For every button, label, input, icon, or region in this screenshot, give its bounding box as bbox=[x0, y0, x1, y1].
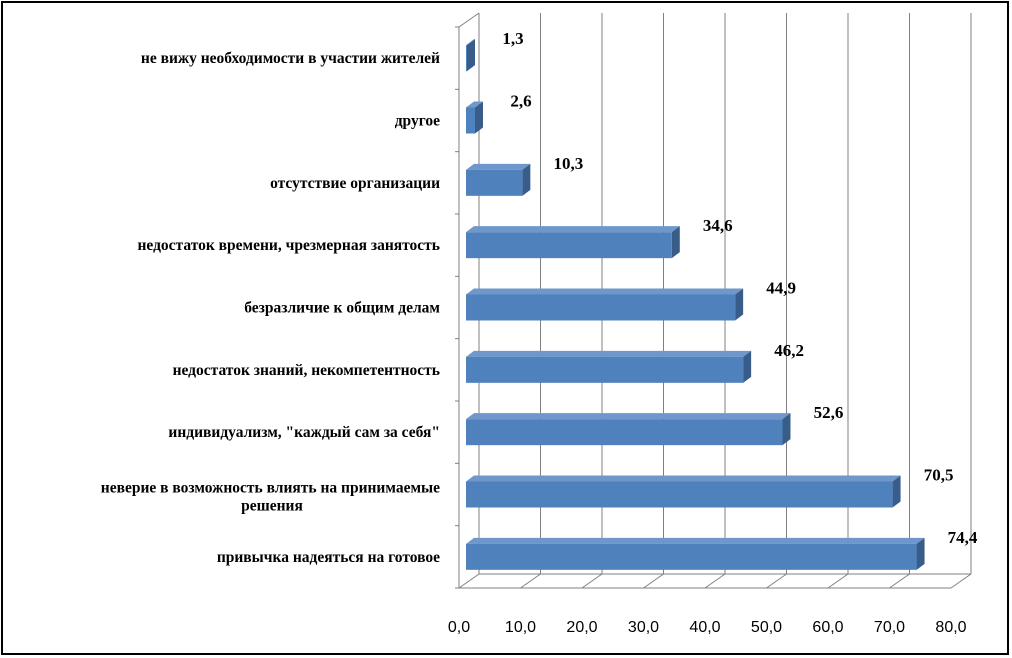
bar-top bbox=[466, 163, 531, 170]
x-tick-label: 0,0 bbox=[448, 619, 470, 636]
bar-top bbox=[466, 39, 475, 46]
bar-end bbox=[671, 226, 680, 259]
category-label: неверие в возможность влиять на принимае… bbox=[101, 480, 440, 497]
bar-end bbox=[466, 39, 475, 72]
floor-gridline bbox=[458, 573, 480, 589]
floor-gridline bbox=[704, 573, 726, 589]
bar bbox=[466, 481, 893, 508]
bar-top bbox=[466, 226, 680, 233]
bar-end bbox=[474, 101, 483, 134]
bar-end bbox=[522, 163, 531, 196]
bar-top bbox=[466, 101, 483, 108]
category-label: недостаток времени, чрезмерная занятость bbox=[137, 237, 440, 254]
side-wall-top bbox=[458, 12, 480, 28]
bar bbox=[466, 356, 744, 383]
x-tick-label: 80,0 bbox=[935, 619, 966, 636]
category-label: отсутствие организации bbox=[270, 175, 440, 192]
bar bbox=[466, 107, 475, 134]
x-tick-label: 40,0 bbox=[689, 619, 720, 636]
bar-end bbox=[892, 475, 901, 508]
category-label: не вижу необходимости в участии жителей bbox=[141, 50, 440, 67]
floor-gridline bbox=[827, 573, 849, 589]
bar bbox=[466, 419, 783, 446]
bar-top bbox=[466, 413, 791, 420]
floor-gridline bbox=[889, 573, 910, 589]
floor-gridline bbox=[520, 573, 541, 589]
category-label: недостаток знаний, некомпетентность bbox=[173, 362, 440, 379]
bar bbox=[466, 232, 672, 259]
category-label: другое bbox=[395, 113, 440, 130]
x-tick-label: 10,0 bbox=[505, 619, 536, 636]
data-label: 52,6 bbox=[814, 403, 844, 422]
data-label: 34,6 bbox=[703, 216, 733, 235]
floor-gridline bbox=[766, 573, 787, 589]
bar-top bbox=[466, 475, 901, 482]
bar-end bbox=[735, 288, 744, 321]
x-tick-label: 30,0 bbox=[628, 619, 659, 636]
category-label: индивидуализм, "каждый сам за себя" bbox=[168, 424, 440, 441]
floor-gridline bbox=[643, 573, 664, 589]
bar bbox=[466, 169, 523, 196]
bar bbox=[466, 294, 736, 321]
floor-gridline bbox=[950, 573, 972, 589]
data-label: 44,9 bbox=[766, 279, 796, 298]
bar-top bbox=[466, 288, 744, 295]
category-label: безразличие к общим делам bbox=[244, 300, 440, 317]
bar bbox=[466, 543, 917, 570]
bar bbox=[466, 45, 467, 72]
data-label: 1,3 bbox=[502, 29, 523, 48]
bar-top bbox=[466, 537, 925, 544]
x-tick-label: 20,0 bbox=[566, 619, 597, 636]
data-label: 2,6 bbox=[510, 92, 531, 111]
bar-end bbox=[782, 413, 791, 446]
x-tick-label: 50,0 bbox=[751, 619, 782, 636]
data-label: 46,2 bbox=[774, 341, 804, 360]
floor-gridline bbox=[581, 573, 603, 589]
x-tick-label: 60,0 bbox=[812, 619, 843, 636]
category-label: привычка надеяться на готовое bbox=[217, 549, 440, 566]
bar-end bbox=[743, 350, 752, 383]
category-label: решения bbox=[241, 498, 303, 515]
data-label: 74,4 bbox=[948, 528, 978, 547]
x-tick-label: 70,0 bbox=[874, 619, 905, 636]
data-label: 10,3 bbox=[553, 154, 583, 173]
data-label: 70,5 bbox=[924, 466, 954, 485]
bar-end bbox=[916, 537, 925, 570]
bar-top bbox=[466, 350, 752, 357]
